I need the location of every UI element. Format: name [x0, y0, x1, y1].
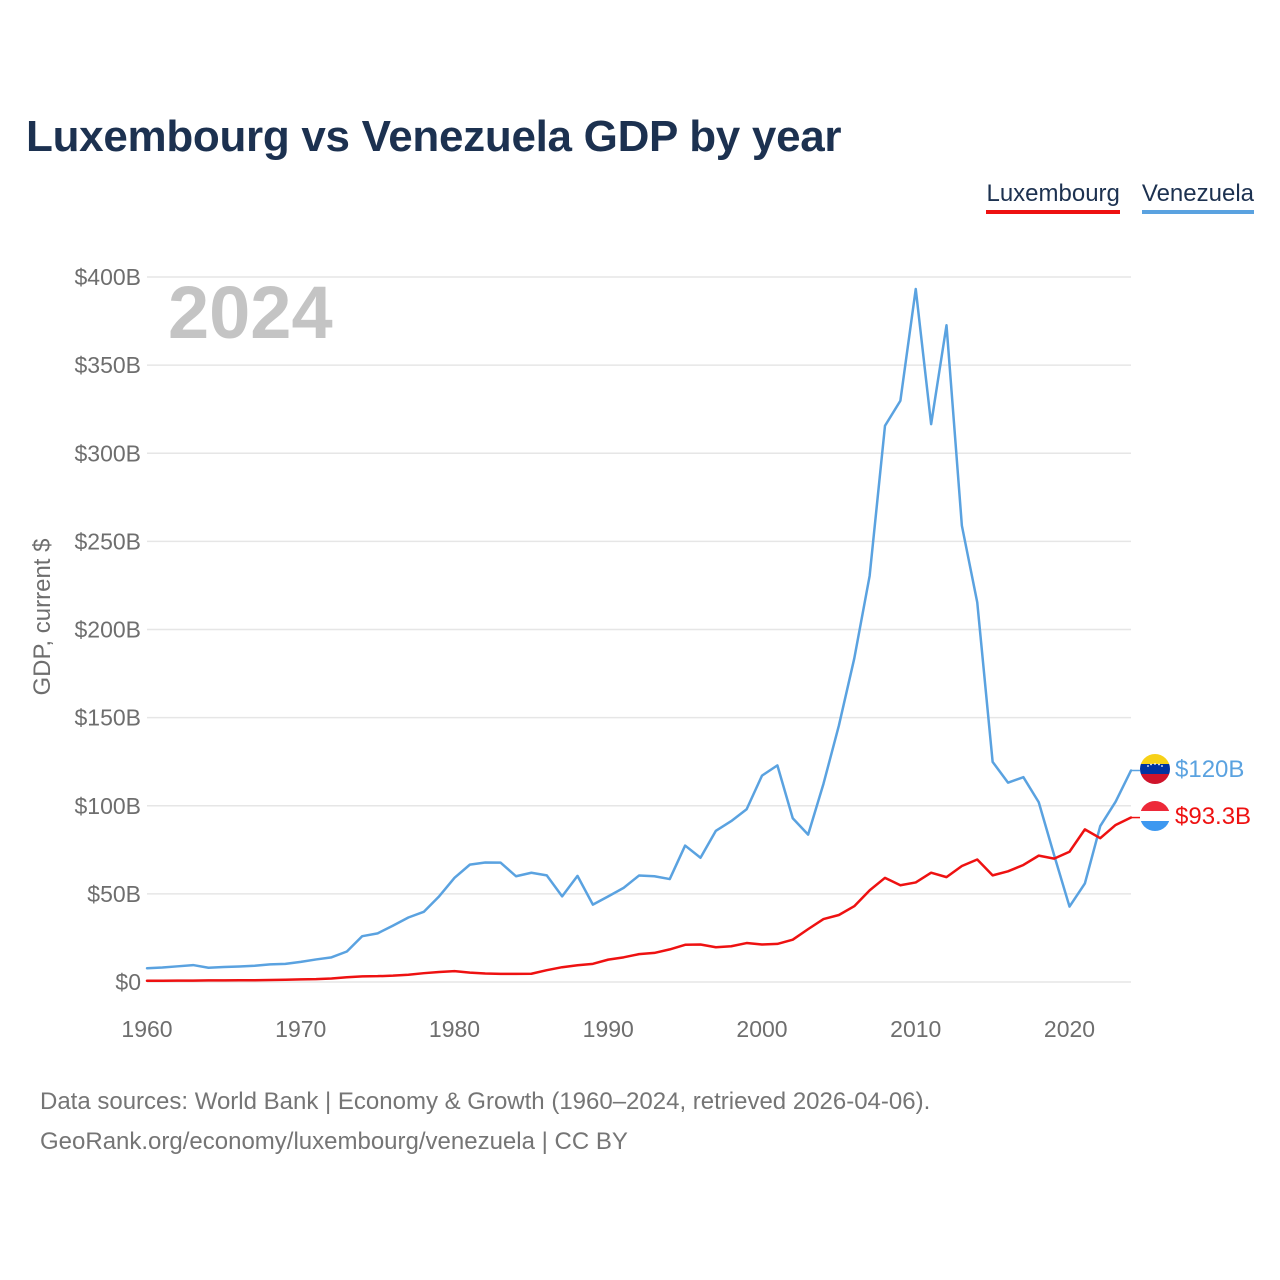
y-tick-label: $100B: [74, 793, 141, 819]
series-line-venezuela: [145, 287, 1133, 970]
end-value-luxembourg: $93.3B: [1175, 803, 1251, 830]
x-tick-label: 1970: [275, 1016, 326, 1042]
year-label: 2024: [168, 271, 333, 354]
x-tick-label: 2010: [890, 1016, 941, 1042]
x-tick-label: 1980: [429, 1016, 480, 1042]
x-axis-ticks: 1960 1970 1980 1990 2000 2010 2020: [121, 1016, 1095, 1042]
x-tick-label: 1960: [121, 1016, 172, 1042]
y-tick-label: $400B: [74, 264, 141, 290]
legend: Luxembourg Venezuela: [986, 180, 1254, 214]
footer-link[interactable]: GeoRank.org/economy/luxembourg/venezuela…: [40, 1128, 628, 1155]
x-tick-label: 2000: [736, 1016, 787, 1042]
y-tick-label: $350B: [74, 352, 141, 378]
y-axis-label: GDP, current $: [29, 539, 56, 696]
legend-item-luxembourg[interactable]: Luxembourg: [986, 180, 1120, 214]
footer-sources: Data sources: World Bank | Economy & Gro…: [40, 1088, 931, 1115]
gridlines: [147, 276, 1131, 983]
legend-item-venezuela[interactable]: Venezuela: [1141, 180, 1254, 214]
y-tick-label: $300B: [74, 440, 141, 466]
y-tick-label: $50B: [87, 881, 141, 907]
series-line-luxembourg: [145, 816, 1133, 983]
end-value-venezuela: $120B: [1175, 756, 1244, 783]
venezuela-flag-icon: [1140, 754, 1170, 784]
y-axis-ticks: $0 $50B $100B $150B $200B $250B $300B $350B $400…: [74, 264, 141, 995]
y-tick-label: $0: [115, 969, 141, 995]
line-chart: 2024 GDP, current $ $0 $50B $100B $150B $200…: [29, 264, 1251, 1042]
luxembourg-flag-icon: [1140, 801, 1170, 831]
y-tick-label: $150B: [74, 705, 141, 731]
series-lines: [145, 287, 1140, 983]
y-tick-label: $250B: [74, 528, 141, 554]
chart-title: Luxembourg vs Venezuela GDP by year: [26, 112, 842, 161]
x-tick-label: 2020: [1044, 1016, 1095, 1042]
footer: Data sources: World Bank | Economy & Gro…: [40, 1082, 930, 1162]
y-tick-label: $200B: [74, 617, 141, 643]
end-labels: $120B $93.3B: [1140, 754, 1251, 831]
x-tick-label: 1990: [583, 1016, 634, 1042]
